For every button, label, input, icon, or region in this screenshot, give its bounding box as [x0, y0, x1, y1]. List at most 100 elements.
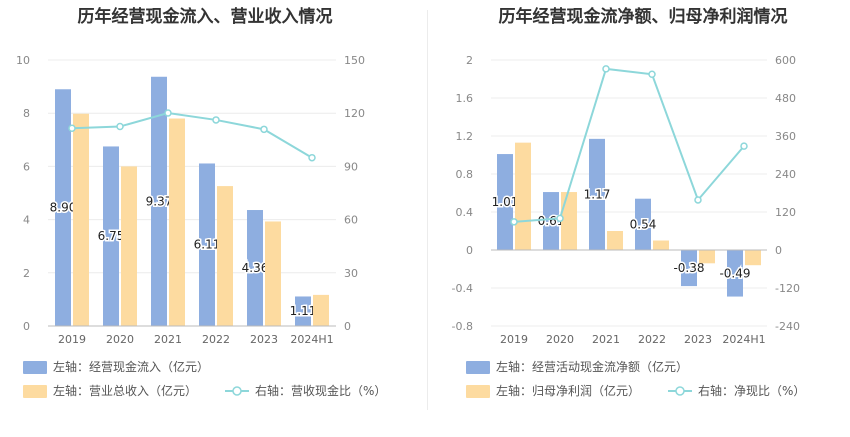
secondary-bar	[745, 250, 761, 266]
left-axis-tick-label: 4	[23, 214, 30, 227]
x-axis-tick-label: 2019	[58, 333, 86, 346]
ratio-line	[71, 112, 313, 159]
ratio-point	[602, 65, 610, 73]
x-axis-tick-label: 2021	[592, 333, 620, 346]
secondary-bar	[265, 221, 281, 326]
bar-data-label: 4.36	[242, 261, 269, 275]
chart-title: 历年经营现金流入、营业收入情况	[78, 6, 333, 27]
x-axis-tick-label: 2020	[546, 333, 574, 346]
net-cashflow-profit-chart: 历年经营现金流净额、归母净利润情况 -0.8 -0.4 0 0.4 0.8 1.2 1.6 2 -…	[452, 6, 805, 398]
secondary-bar	[607, 231, 623, 250]
primary-bar	[727, 250, 743, 297]
legend-label: 左轴：归母净利润（亿元）	[496, 383, 640, 398]
primary-bar	[103, 146, 119, 326]
legend-marker	[232, 386, 242, 396]
bar-data-label: 6.11	[194, 238, 221, 252]
ratio-point	[164, 109, 172, 117]
secondary-bar	[653, 240, 669, 250]
legend-label: 右轴：净现比（%）	[698, 383, 805, 398]
right-axis-tick-label: 0	[344, 320, 351, 333]
bar-data-label: 0.54	[630, 217, 657, 231]
primary-bar	[199, 163, 215, 326]
bar-data-label: 1.01	[492, 195, 519, 209]
right-axis-tick-label: 30	[344, 267, 358, 280]
secondary-bar	[561, 192, 577, 250]
legend-swatch	[23, 361, 47, 374]
right-axis-tick-label: -120	[775, 282, 800, 295]
secondary-bar	[121, 166, 137, 326]
primary-bar	[247, 210, 263, 326]
ratio-line	[513, 67, 745, 223]
right-axis-tick-label: 480	[775, 92, 796, 105]
panel-divider	[427, 10, 428, 410]
right-axis-tick-label: 0	[775, 244, 782, 257]
left-axis-tick-label: -0.8	[452, 320, 473, 333]
left-axis-tick-label: 2	[466, 54, 473, 67]
right-axis-tick-label: 120	[344, 107, 365, 120]
bar-data-label: 9.37	[146, 194, 173, 208]
legend-label: 左轴：经营活动现金流净额（亿元）	[496, 359, 688, 374]
primary-bar	[589, 138, 605, 250]
primary-bar	[543, 192, 559, 250]
primary-bar	[55, 89, 71, 326]
primary-bar	[151, 76, 167, 327]
primary-bar	[497, 154, 513, 250]
ratio-point	[212, 116, 220, 124]
ratio-point	[648, 70, 656, 78]
right-axis-tick-label: 120	[775, 206, 796, 219]
left-axis-tick-label: 10	[16, 54, 30, 67]
left-axis-tick-label: 1.2	[456, 130, 474, 143]
bar-data-label: 8.90	[50, 201, 77, 215]
right-axis-tick-label: 60	[344, 214, 358, 227]
secondary-bar	[313, 294, 329, 326]
ratio-point	[68, 124, 76, 133]
x-axis-tick-label: 2020	[106, 333, 134, 346]
x-axis-tick-label: 2019	[500, 333, 528, 346]
left-axis-tick-label: 8	[23, 107, 30, 120]
left-axis-tick-label: 2	[23, 267, 30, 280]
x-axis-tick-label: 2023	[684, 333, 712, 346]
x-axis-tick-label: 2024H1	[290, 333, 333, 346]
x-axis-tick-label: 2022	[638, 333, 666, 346]
right-axis-tick-label: 240	[775, 168, 796, 181]
legend-swatch	[466, 361, 490, 374]
secondary-bar	[217, 186, 233, 326]
bar-data-label: 6.75	[98, 229, 125, 243]
bar-data-label: 1.17	[584, 187, 611, 201]
x-axis-tick-label: 2023	[250, 333, 278, 346]
right-axis-tick-label: 600	[775, 54, 796, 67]
secondary-bar	[73, 113, 89, 327]
ratio-point	[308, 153, 316, 162]
ratio-point	[694, 196, 702, 204]
left-axis-tick-label: 0	[23, 320, 30, 333]
x-axis-tick-label: 2024H1	[722, 333, 765, 346]
cash-inflow-revenue-chart: 历年经营现金流入、营业收入情况 0 2 4 6 8 10 0 30 60 90 120 150 8.90 2…	[16, 6, 386, 398]
right-axis-tick-label: 360	[775, 130, 796, 143]
legend-label: 右轴：营收现金比（%）	[255, 383, 386, 398]
chart-title: 历年经营现金流净额、归母净利润情况	[499, 6, 788, 27]
secondary-bar	[699, 250, 715, 264]
left-axis-tick-label: 0.8	[456, 168, 474, 181]
left-axis-tick-label: 6	[23, 160, 30, 173]
bar-data-label: -0.38	[673, 261, 704, 275]
legend-marker	[675, 386, 685, 396]
right-axis-tick-label: -240	[775, 320, 800, 333]
right-axis-tick-label: 90	[344, 160, 358, 173]
legend-label: 左轴：营业总收入（亿元）	[53, 383, 197, 398]
x-axis-tick-label: 2022	[202, 333, 230, 346]
legend-swatch	[23, 385, 47, 398]
secondary-bar	[169, 118, 185, 327]
secondary-bar	[515, 142, 531, 250]
legend-label: 左轴：经营现金流入（亿元）	[53, 359, 209, 374]
x-axis-tick-label: 2021	[154, 333, 182, 346]
ratio-point	[556, 214, 564, 223]
primary-bar	[635, 198, 651, 250]
bar-data-label: -0.49	[719, 266, 750, 280]
ratio-point	[116, 122, 124, 131]
right-axis-tick-label: 150	[344, 54, 365, 67]
left-axis-tick-label: -0.4	[452, 282, 473, 295]
left-axis-tick-label: 0.4	[456, 206, 474, 219]
primary-bar	[295, 296, 311, 326]
left-axis-tick-label: 0	[466, 244, 473, 257]
